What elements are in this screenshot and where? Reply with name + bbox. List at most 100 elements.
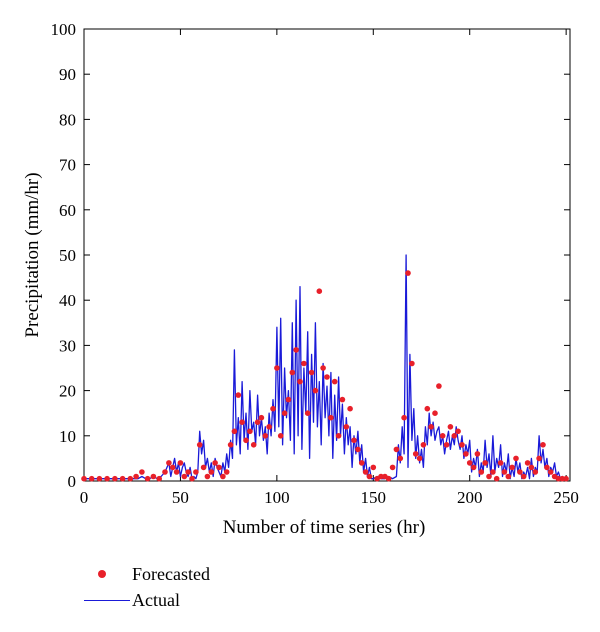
forecasted-point bbox=[156, 475, 162, 482]
forecasted-point bbox=[196, 442, 203, 448]
y-tick-label: 60 bbox=[59, 201, 76, 220]
forecasted-point bbox=[258, 414, 265, 421]
forecasted-point bbox=[351, 437, 357, 444]
forecasted-point bbox=[331, 378, 338, 385]
y-tick-label: 40 bbox=[59, 291, 76, 310]
forecasted-point bbox=[231, 428, 238, 435]
forecasted-point bbox=[81, 475, 87, 482]
forecasted-point bbox=[486, 473, 492, 480]
forecasted-point bbox=[563, 475, 569, 482]
y-tick-label: 0 bbox=[68, 472, 77, 491]
forecasted-point bbox=[470, 464, 477, 471]
forecasted-point bbox=[478, 469, 485, 475]
forecasted-point bbox=[212, 460, 218, 466]
forecasted-point bbox=[304, 410, 311, 417]
forecasted-point bbox=[439, 433, 446, 439]
x-axis-title: Number of time series (hr) bbox=[223, 517, 426, 538]
forecasted-point bbox=[378, 473, 384, 480]
forecasted-point bbox=[501, 469, 508, 475]
forecasted-point bbox=[505, 473, 512, 480]
legend-item-forecasted: Forecasted bbox=[84, 562, 334, 586]
y-tick-label: 80 bbox=[59, 110, 76, 129]
forecasted-point bbox=[389, 464, 396, 471]
legend-marker-forecasted bbox=[98, 570, 106, 578]
forecasted-point bbox=[185, 469, 191, 475]
y-tick-label: 50 bbox=[59, 246, 76, 265]
forecasted-point bbox=[262, 433, 269, 439]
legend: Forecasted Actual bbox=[84, 560, 334, 616]
forecasted-point bbox=[451, 433, 458, 439]
forecasted-point bbox=[133, 473, 139, 480]
forecasted-point bbox=[320, 365, 326, 371]
forecasted-point bbox=[181, 473, 188, 480]
x-tick-label: 150 bbox=[361, 488, 387, 507]
forecasted-point bbox=[274, 365, 280, 371]
forecasted-point bbox=[544, 464, 550, 471]
forecasted-point bbox=[385, 475, 392, 482]
forecasted-point bbox=[328, 414, 334, 421]
y-tick-label: 10 bbox=[59, 427, 76, 446]
x-tick-label: 100 bbox=[264, 488, 290, 507]
forecasted-point bbox=[293, 347, 299, 353]
forecasted-point bbox=[370, 464, 377, 471]
forecasted-point bbox=[555, 475, 562, 482]
x-tick-label: 200 bbox=[457, 488, 483, 507]
y-axis-ticks: 0 10 20 30 40 50 60 70 80 90 100 bbox=[51, 20, 570, 491]
legend-line-actual bbox=[84, 600, 130, 601]
y-tick-label: 90 bbox=[59, 65, 76, 84]
forecasted-point bbox=[144, 475, 151, 482]
forecasted-point bbox=[339, 396, 346, 403]
forecasted-point bbox=[466, 460, 473, 466]
forecasted-point bbox=[227, 442, 234, 448]
forecasted-point bbox=[355, 446, 361, 453]
forecasted-point bbox=[493, 475, 500, 482]
forecasted-point bbox=[412, 451, 419, 457]
y-tick-label: 100 bbox=[51, 20, 77, 39]
forecasted-point bbox=[528, 464, 535, 471]
forecasted-point bbox=[301, 360, 307, 367]
forecasted-point bbox=[443, 442, 450, 448]
legend-item-actual: Actual bbox=[84, 588, 334, 612]
forecasted-point bbox=[204, 473, 211, 480]
plot-frame bbox=[83, 28, 571, 482]
forecasted-point bbox=[88, 475, 95, 482]
forecasted-point bbox=[343, 424, 350, 430]
forecasted-point bbox=[316, 288, 323, 295]
forecasted-point bbox=[490, 469, 496, 475]
forecasted-point bbox=[436, 383, 442, 389]
forecasted-point bbox=[405, 270, 411, 276]
forecasted-point bbox=[312, 387, 319, 394]
forecasted-point bbox=[112, 475, 118, 482]
forecasted-point bbox=[362, 469, 369, 475]
x-tick-label: 0 bbox=[80, 488, 89, 507]
forecasted-point bbox=[200, 464, 207, 471]
forecasted-point bbox=[536, 455, 542, 462]
forecasted-point bbox=[239, 419, 245, 426]
forecasted-point bbox=[235, 392, 242, 398]
forecasted-point bbox=[193, 469, 199, 475]
forecasted-point bbox=[409, 360, 415, 367]
forecasted-point bbox=[524, 460, 531, 466]
forecasted-point bbox=[416, 455, 423, 462]
forecasted-point bbox=[347, 405, 353, 412]
plot-area bbox=[81, 254, 569, 482]
y-tick-label: 70 bbox=[59, 156, 76, 175]
forecasted-point bbox=[324, 374, 330, 380]
x-tick-label: 50 bbox=[172, 488, 189, 507]
y-tick-label: 30 bbox=[59, 336, 76, 355]
forecasted-point bbox=[247, 428, 253, 435]
forecasted-point bbox=[455, 428, 461, 435]
forecasted-point bbox=[447, 424, 454, 430]
forecasted-point bbox=[366, 473, 373, 480]
forecasted-point bbox=[497, 460, 504, 466]
forecasted-point bbox=[250, 442, 257, 448]
x-tick-label: 250 bbox=[553, 488, 579, 507]
forecasted-point bbox=[540, 442, 546, 448]
forecasted-point bbox=[266, 424, 272, 430]
x-axis-ticks: 0 50 100 150 200 250 bbox=[80, 29, 579, 507]
forecasted-point bbox=[119, 475, 126, 482]
forecasted-point bbox=[270, 405, 276, 412]
forecasted-point bbox=[358, 460, 365, 466]
forecasted-point bbox=[166, 460, 172, 466]
forecasted-series bbox=[81, 270, 569, 482]
